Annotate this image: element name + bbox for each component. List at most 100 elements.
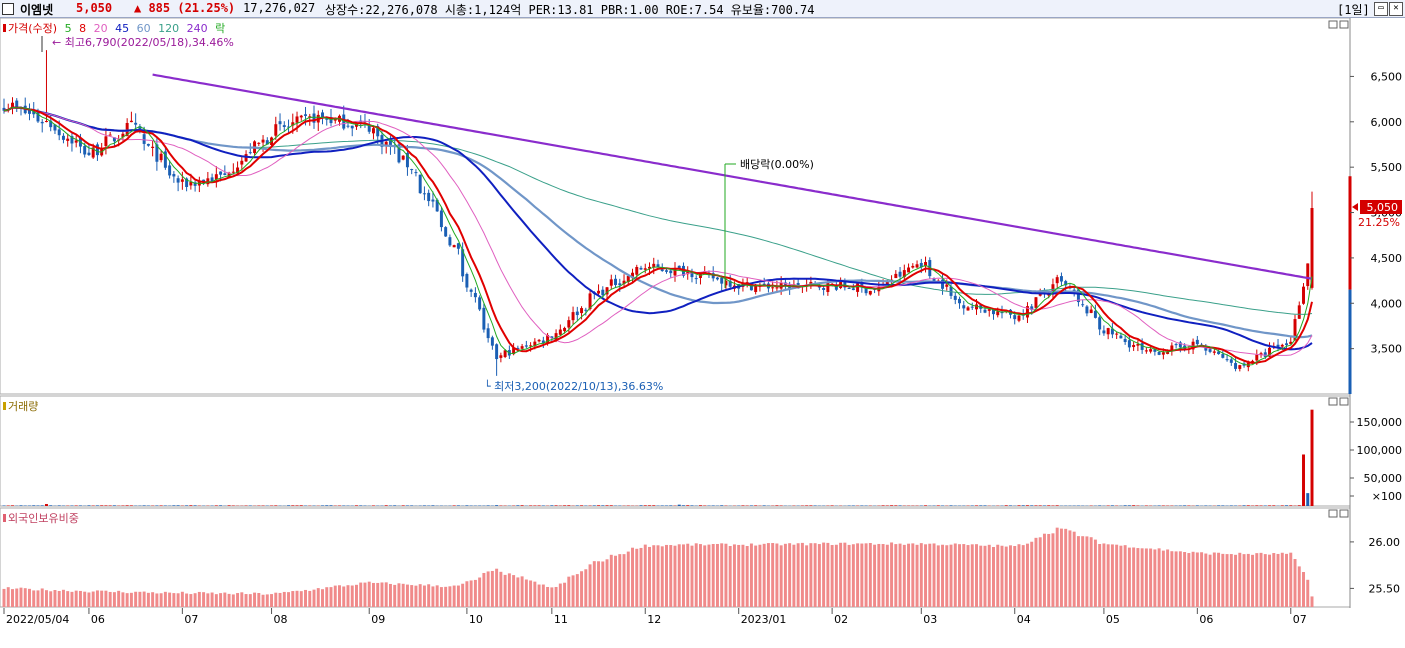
- volume-bar: [342, 505, 346, 506]
- foreign-bar: [397, 583, 401, 607]
- foreign-bar: [902, 544, 906, 607]
- select-checkbox[interactable]: [2, 3, 14, 15]
- close-icon[interactable]: ✕: [1389, 2, 1403, 16]
- legend-ma60: 60: [137, 22, 151, 35]
- foreign-bar: [1221, 553, 1225, 607]
- volume-panel-max-icon[interactable]: [1339, 397, 1349, 406]
- candle-body: [1191, 341, 1195, 350]
- candle-body: [478, 297, 482, 310]
- volume-bar: [354, 505, 358, 506]
- candle-body: [1132, 344, 1136, 348]
- candle-body: [533, 341, 537, 347]
- volume-bar: [609, 505, 613, 506]
- foreign-bar: [898, 543, 902, 607]
- foreign-bar: [159, 593, 163, 607]
- candle-body: [588, 293, 592, 310]
- foreign-bar: [384, 582, 388, 607]
- foreign-bar: [966, 545, 970, 607]
- volume-bar: [537, 505, 541, 506]
- ma60-line: [3, 106, 1313, 339]
- price-panel-min-icon[interactable]: [1328, 20, 1338, 29]
- foreign-bar: [1280, 552, 1284, 607]
- volume-bar: [248, 505, 252, 506]
- foreign-bar: [529, 580, 533, 607]
- candle-body: [609, 279, 613, 286]
- candle-body: [27, 110, 31, 114]
- volume-bar: [299, 505, 303, 506]
- candle-body: [864, 287, 868, 294]
- axis-layer: 3,5004,0004,5005,0005,5006,0006,500×1005…: [3, 70, 1403, 626]
- foreign-bar: [1259, 552, 1263, 607]
- foreign-panel-min-icon[interactable]: [1328, 509, 1338, 518]
- foreign-panel-max-icon[interactable]: [1339, 509, 1349, 518]
- candle-body: [142, 134, 146, 144]
- foreign-bar: [949, 544, 953, 607]
- foreign-bar: [665, 544, 668, 607]
- candle-body: [567, 320, 571, 328]
- volume-bar: [813, 505, 817, 506]
- foreign-bar: [643, 544, 647, 607]
- candle-body: [367, 125, 371, 132]
- candle-body: [1013, 315, 1017, 320]
- candle-body: [648, 266, 651, 269]
- x-tick-label: 08: [274, 613, 288, 626]
- foreign-bar: [461, 583, 465, 607]
- foreign-bar: [1208, 554, 1212, 607]
- foreign-bar: [792, 544, 796, 607]
- foreign-bar: [936, 545, 940, 607]
- volume-bar: [159, 505, 163, 506]
- candle-body: [1302, 286, 1305, 304]
- candle-body: [516, 347, 520, 349]
- period-button[interactable]: [1일]: [1337, 3, 1370, 17]
- candle-body: [656, 264, 660, 268]
- candle-body: [975, 304, 978, 310]
- candle-body: [1098, 317, 1102, 330]
- candle-body: [1293, 319, 1297, 341]
- candle-body: [1157, 351, 1161, 355]
- foreign-bar: [95, 590, 99, 607]
- foreign-bar: [762, 543, 766, 607]
- foreign-bar: [401, 583, 405, 607]
- volume-bar: [597, 505, 601, 506]
- price-panel-max-icon[interactable]: [1339, 20, 1349, 29]
- foreign-bar: [32, 590, 36, 607]
- foreign-bar: [1285, 553, 1289, 607]
- candle-body: [312, 113, 316, 123]
- foreign-bar: [941, 544, 945, 607]
- candle-body: [932, 278, 936, 283]
- foreign-bar: [465, 581, 469, 607]
- x-tick-label: 07: [1293, 613, 1307, 626]
- price-tick-label: 6,000: [1371, 116, 1403, 129]
- foreign-bar: [524, 579, 528, 607]
- ma8-line: [3, 106, 1313, 365]
- candle-body: [1238, 365, 1242, 369]
- volume-bar: [970, 505, 974, 506]
- candle-body: [1123, 338, 1127, 343]
- candle-body: [987, 309, 991, 311]
- foreign-bar: [388, 583, 392, 607]
- foreign-bar: [354, 584, 358, 607]
- candle-body: [1280, 344, 1284, 347]
- foreign-bar: [584, 569, 588, 607]
- candle-body: [1051, 284, 1055, 293]
- volume-bar: [639, 505, 643, 506]
- volume-bar: [295, 505, 299, 506]
- candle-body: [601, 289, 605, 296]
- candle-body: [898, 271, 902, 277]
- candle-body: [159, 153, 163, 161]
- candle-body: [1064, 281, 1068, 286]
- volume-bar: [1255, 505, 1259, 506]
- candle-body: [61, 135, 65, 140]
- foreign-tick-label: 25.50: [1369, 582, 1401, 595]
- volume-bar: [563, 505, 567, 506]
- candle-body: [155, 144, 159, 162]
- candle-body: [894, 273, 898, 279]
- restore-icon[interactable]: ▭: [1374, 2, 1388, 16]
- foreign-bar: [11, 589, 14, 607]
- foreign-bar: [27, 588, 31, 607]
- price-tag-label: 5,050: [1367, 201, 1399, 214]
- volume-bar: [19, 505, 23, 506]
- foreign-bar: [711, 543, 715, 607]
- volume-panel-min-icon[interactable]: [1328, 397, 1338, 406]
- volume-bar: [567, 505, 571, 506]
